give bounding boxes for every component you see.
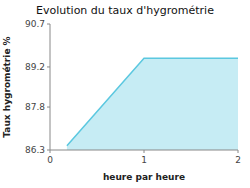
y-tick xyxy=(47,24,50,25)
y-tick xyxy=(47,107,50,108)
y-axis-label: Taux hygrométrie % xyxy=(2,36,12,137)
area xyxy=(67,58,238,150)
x-tick xyxy=(238,150,239,153)
y-tick-label: 86.3 xyxy=(25,145,45,155)
x-tick-label: 1 xyxy=(141,155,147,165)
y-tick-label: 89.2 xyxy=(25,62,45,72)
x-tick xyxy=(144,150,145,153)
y-tick xyxy=(47,150,50,151)
x-axis-label: heure par heure xyxy=(103,172,185,182)
title: Evolution du taux d'hygrométrie xyxy=(36,4,214,17)
y-tick-label: 90.7 xyxy=(25,19,45,29)
y-axis-line xyxy=(50,24,51,150)
x-tick-label: 0 xyxy=(47,155,53,165)
marks xyxy=(67,58,238,150)
line xyxy=(67,58,238,145)
chart: 0 1 2 86.3 87.8 89.2 90.7 heure par heure Taux h… xyxy=(0,0,250,188)
chart-container: 0 1 2 86.3 87.8 89.2 90.7 heure par heure Taux h… xyxy=(0,0,250,188)
y-tick-label: 87.8 xyxy=(25,102,45,112)
x-tick-label: 2 xyxy=(235,155,241,165)
plot-background xyxy=(50,24,238,150)
y-tick xyxy=(47,66,50,67)
